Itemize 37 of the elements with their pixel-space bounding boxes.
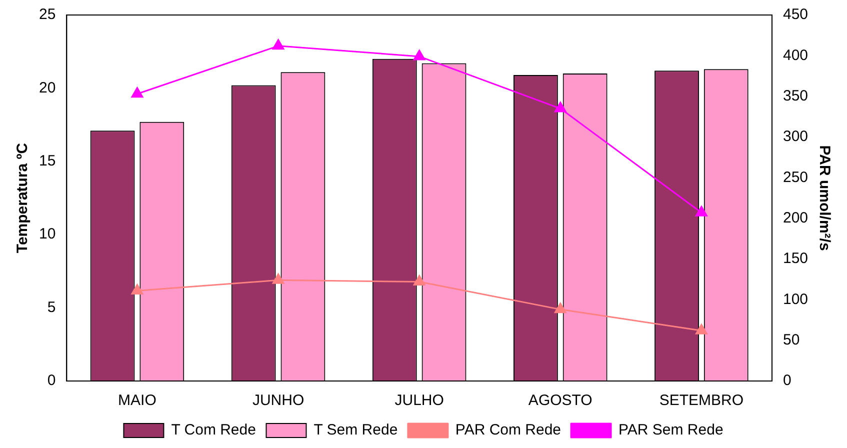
x-tick-label: MAIO (118, 392, 156, 410)
y2-tick-label: 50 (782, 331, 800, 348)
y2-tick-label: 350 (782, 87, 808, 104)
legend-label: T Com Rede (171, 422, 256, 439)
point (696, 324, 708, 334)
y2-tick-label: 300 (782, 128, 808, 146)
y-tick-label: 5 (47, 298, 56, 316)
y2-axis-title: PAR umol/m²/s (816, 145, 833, 251)
y2-tick-label: 200 (782, 209, 808, 226)
x-tick-label: SETEMBRO (659, 392, 744, 410)
point (131, 284, 144, 294)
legend-label: PAR Com Rede (455, 422, 562, 439)
point (131, 87, 144, 98)
y2-tick-label: 450 (782, 6, 808, 24)
point (272, 273, 284, 284)
x-tick-label: AGOSTO (528, 392, 592, 410)
x-tick-label: JULHO (394, 392, 444, 410)
y2-tick-label: 400 (782, 46, 808, 64)
point (413, 50, 426, 60)
y2-tick-label: 0 (782, 372, 792, 390)
y-tick-label: 0 (47, 372, 56, 390)
legend-label: T Sem Rede (314, 422, 398, 439)
y2-tick-label: 150 (782, 250, 808, 268)
y-tick-label: 10 (38, 226, 56, 243)
y-tick-label: 15 (38, 152, 56, 170)
legend-label: PAR Sem Rede (618, 422, 724, 439)
y2-tick-label: 100 (782, 290, 808, 308)
x-tick-label: JUNHO (252, 392, 304, 410)
y-tick-label: 25 (38, 6, 56, 24)
point (413, 275, 426, 286)
point (272, 39, 284, 50)
y-axis-title: Temperatura ºC (14, 142, 32, 254)
point (554, 302, 566, 314)
y-tick-label: 20 (38, 79, 56, 96)
point (554, 102, 566, 112)
y2-tick-label: 250 (782, 168, 808, 186)
point (696, 206, 708, 216)
